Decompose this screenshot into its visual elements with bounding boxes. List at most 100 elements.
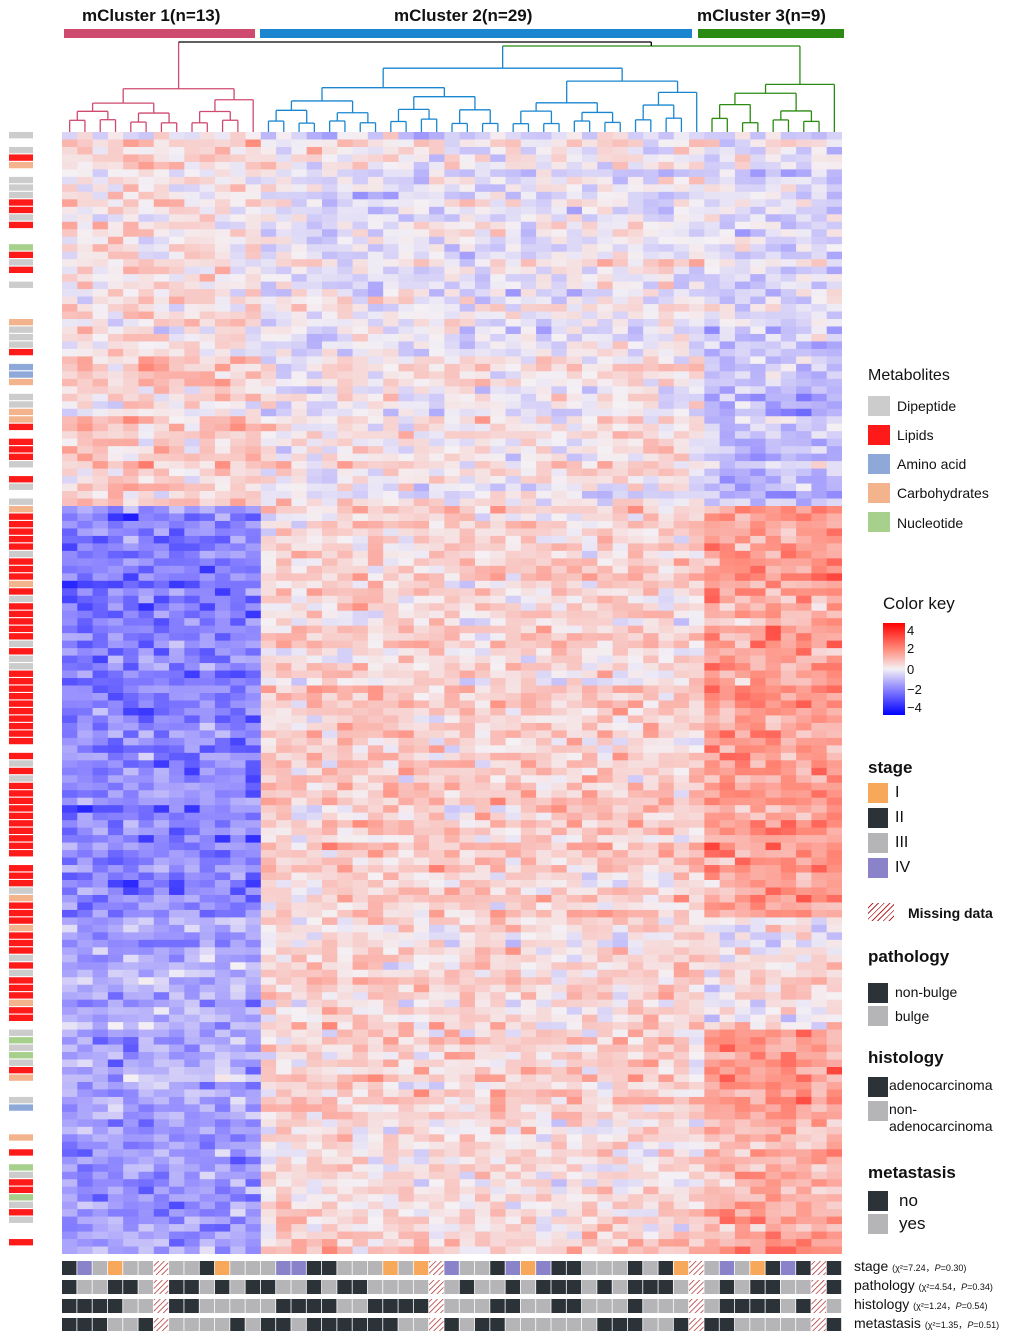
heatmap-cell [490, 393, 507, 402]
heatmap-cell [612, 251, 629, 260]
heatmap-cell [474, 610, 491, 619]
heatmap-cell [551, 132, 568, 141]
heatmap-cell [169, 446, 185, 455]
heatmap-cell [520, 319, 537, 328]
heatmap-cell [444, 498, 461, 507]
heatmap-cell [597, 154, 614, 163]
row-category-cell [9, 401, 33, 408]
heatmap-cell [474, 206, 491, 215]
heatmap-cell [719, 797, 736, 806]
heatmap-cell [826, 221, 842, 230]
heatmap-cell [184, 146, 201, 156]
heatmap-cell [230, 176, 247, 185]
heatmap-cell [322, 311, 338, 320]
heatmap-cell [643, 618, 660, 627]
heatmap-cell [459, 805, 476, 814]
heatmap-cell [627, 363, 644, 372]
heatmap-cell [490, 408, 507, 417]
heatmap-cell [612, 161, 629, 170]
heatmap-cell [276, 528, 293, 537]
heatmap-cell [734, 266, 751, 275]
heatmap-cell [383, 543, 400, 552]
heatmap-cell [597, 520, 614, 530]
heatmap-cell [673, 663, 690, 672]
heatmap-cell [734, 154, 751, 163]
heatmap-cell [245, 199, 262, 208]
heatmap-cell [107, 640, 124, 649]
heatmap-cell [77, 797, 94, 806]
heatmap-cell [138, 737, 155, 746]
heatmap-cell [627, 393, 644, 402]
heatmap-cell [245, 206, 262, 215]
heatmap-cell [734, 468, 751, 477]
heatmap-cell [750, 618, 767, 627]
heatmap-cell [582, 453, 598, 462]
heatmap-cell [474, 722, 491, 731]
heatmap-cell [780, 760, 797, 769]
heatmap-cell [765, 790, 782, 799]
heatmap-cell [765, 528, 782, 537]
heatmap-cell [62, 760, 78, 769]
heatmap-cell [230, 154, 247, 163]
heatmap-cell [566, 146, 583, 156]
heatmap-cell [123, 648, 140, 657]
heatmap-cell [505, 625, 522, 634]
heatmap-cell [704, 356, 721, 365]
heatmap-cell [734, 790, 751, 799]
heatmap-cell [780, 199, 797, 208]
heatmap-cell [429, 648, 445, 657]
heatmap-cell [704, 154, 721, 163]
heatmap-cell [536, 737, 553, 746]
heatmap-cell [689, 408, 705, 417]
heatmap-cell [582, 378, 598, 387]
heatmap-cell [184, 341, 201, 350]
heatmap-cell [734, 625, 751, 634]
heatmap-cell [245, 558, 262, 567]
heatmap-cell [673, 423, 690, 432]
heatmap-cell [77, 775, 94, 784]
heatmap-cell [627, 655, 644, 664]
heatmap-cell [826, 423, 842, 432]
heatmap-cell [184, 752, 201, 761]
heatmap-cell [505, 468, 522, 477]
heatmap-cell [169, 453, 185, 462]
heatmap-cell [184, 333, 201, 343]
heatmap-cell [780, 468, 797, 477]
heatmap-cell [77, 685, 94, 694]
heatmap-cell [474, 797, 491, 806]
heatmap-cell [444, 326, 461, 335]
heatmap-cell [536, 341, 553, 350]
heatmap-cell [796, 378, 813, 387]
heatmap-cell [490, 461, 507, 470]
heatmap-cell [62, 640, 78, 649]
heatmap-cell [643, 408, 660, 417]
heatmap-cell [643, 304, 660, 313]
heatmap-cell [367, 319, 384, 328]
heatmap-cell [566, 371, 583, 380]
heatmap-cell [62, 206, 78, 215]
heatmap-cell [291, 648, 308, 657]
heatmap-cell [750, 191, 767, 200]
heatmap-cell [260, 333, 277, 343]
heatmap-cell [62, 236, 78, 245]
row-category-cell [9, 1074, 33, 1081]
heatmap-cell [612, 565, 629, 574]
heatmap-cell [704, 393, 721, 402]
heatmap-cell [765, 805, 782, 814]
heatmap-cell [582, 805, 598, 814]
heatmap-cell [367, 707, 384, 717]
heatmap-cell [582, 184, 598, 193]
heatmap-cell [123, 139, 140, 148]
heatmap-cell [169, 236, 185, 245]
heatmap-cell [612, 573, 629, 582]
heatmap-cell [566, 416, 583, 425]
heatmap-cell [352, 184, 369, 193]
heatmap-cell [153, 715, 170, 724]
heatmap-cell [643, 693, 660, 702]
heatmap-cell [673, 550, 690, 559]
heatmap-cell [199, 730, 216, 739]
heatmap-cell [306, 154, 323, 163]
heatmap-cell [429, 700, 445, 709]
heatmap-cell [77, 393, 94, 402]
heatmap-cell [383, 805, 400, 814]
